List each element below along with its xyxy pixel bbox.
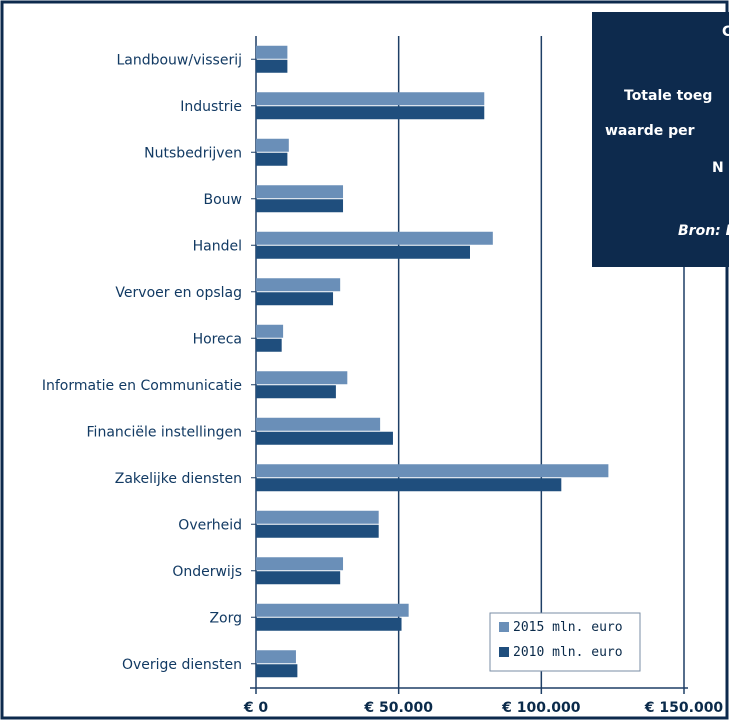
- bar-2015: [256, 603, 409, 617]
- bar-2010: [256, 478, 562, 492]
- bar-2010: [256, 106, 485, 120]
- bar-2010: [256, 617, 402, 631]
- category-label: Onderwijs: [172, 564, 242, 580]
- info-box-line: Totale toeg: [624, 88, 712, 104]
- bar-2015: [256, 324, 284, 338]
- x-tick-label: € 0: [243, 700, 269, 716]
- category-label: Handel: [193, 238, 242, 254]
- category-label: Nutsbedrijven: [144, 145, 242, 161]
- legend: 2015 mln. euro 2010 mln. euro: [489, 612, 641, 672]
- bar-2010: [256, 385, 336, 399]
- legend-box: [489, 612, 641, 672]
- category-label: Zorg: [209, 610, 242, 626]
- info-box-bg: [592, 12, 729, 267]
- category-label: Informatie en Communicatie: [42, 378, 242, 394]
- bar-2015: [256, 185, 344, 199]
- bar-2015: [256, 231, 493, 245]
- bar-2015: [256, 417, 381, 431]
- category-label: Landbouw/visserij: [116, 52, 242, 68]
- category-label: Bouw: [204, 192, 243, 208]
- bar-2010: [256, 338, 282, 352]
- bar-2010: [256, 664, 298, 678]
- x-tick-label: € 100.000: [501, 700, 581, 716]
- bar-2010: [256, 292, 334, 306]
- bar-2010: [256, 152, 288, 166]
- bar-2010: [256, 571, 341, 585]
- category-label: Overige diensten: [122, 657, 242, 673]
- info-box: C Totale toeg waarde per N Bron: D: [592, 12, 729, 267]
- bar-2015: [256, 278, 341, 292]
- legend-label: 2010 mln. euro: [513, 645, 623, 660]
- bar-2015: [256, 92, 485, 106]
- bar-2010: [256, 199, 344, 213]
- info-box-line: N: [712, 160, 724, 176]
- category-label: Financiële instellingen: [87, 424, 242, 440]
- bar-2010: [256, 59, 288, 73]
- bar-2015: [256, 371, 348, 385]
- legend-swatch-2010: [499, 647, 509, 657]
- bar-2015: [256, 138, 289, 152]
- x-tick-label: € 50.000: [363, 700, 433, 716]
- legend-swatch-2015: [499, 622, 509, 632]
- info-box-line: C: [722, 24, 729, 40]
- category-label: Overheid: [178, 517, 242, 533]
- info-box-line: waarde per: [605, 123, 695, 139]
- info-box-line: Bron: D: [678, 223, 729, 239]
- category-label: Horeca: [193, 331, 242, 347]
- bar-2015: [256, 510, 379, 524]
- bar-2015: [256, 45, 288, 59]
- category-label: Zakelijke diensten: [115, 471, 242, 487]
- x-tick-label: € 150.000: [644, 700, 724, 716]
- category-label: Industrie: [180, 99, 242, 115]
- bar-2015: [256, 650, 296, 664]
- bar-2010: [256, 524, 379, 538]
- category-label: Vervoer en opslag: [115, 285, 242, 301]
- bar-2015: [256, 464, 609, 478]
- bar-2010: [256, 431, 393, 445]
- legend-label: 2015 mln. euro: [513, 620, 623, 635]
- bar-2010: [256, 245, 470, 259]
- bar-2015: [256, 557, 344, 571]
